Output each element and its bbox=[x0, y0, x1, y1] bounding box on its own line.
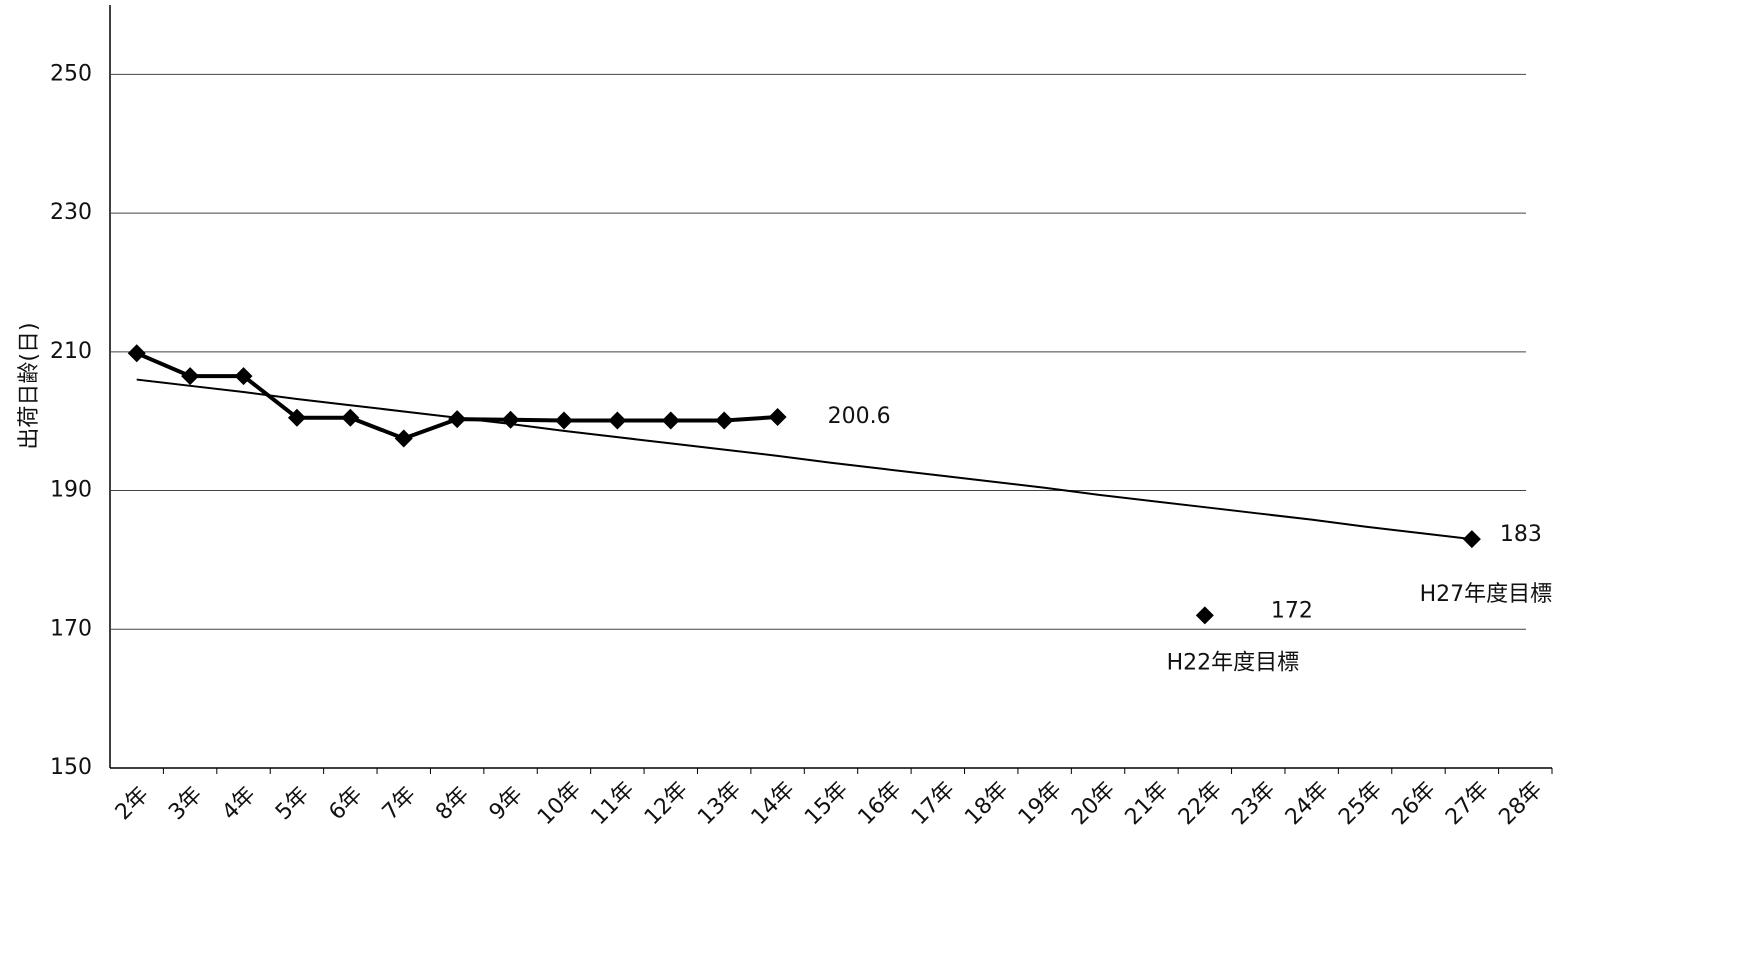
x-tick-label: 12年 bbox=[640, 777, 693, 830]
x-tick-label: 24年 bbox=[1281, 777, 1334, 830]
x-tick-label: 15年 bbox=[800, 777, 853, 830]
x-tick-label: 13年 bbox=[693, 777, 746, 830]
y-tick-label: 190 bbox=[50, 478, 92, 503]
marker bbox=[394, 429, 413, 448]
x-tick-label: 17年 bbox=[907, 777, 960, 830]
x-tick-label: 2年 bbox=[111, 782, 154, 825]
x-tick-label: 9年 bbox=[485, 782, 528, 825]
x-tick-label: 19年 bbox=[1014, 777, 1067, 830]
marker bbox=[1195, 606, 1214, 625]
data-label: 200.6 bbox=[828, 404, 891, 429]
y-tick-label: 210 bbox=[50, 339, 92, 364]
x-tick-label: 20年 bbox=[1067, 777, 1120, 830]
marker bbox=[287, 408, 306, 427]
x-tick-label: 22年 bbox=[1174, 777, 1227, 830]
x-tick-label: 25年 bbox=[1334, 777, 1387, 830]
x-tick-label: 8年 bbox=[431, 782, 474, 825]
marker bbox=[448, 410, 467, 429]
x-tick-label: 18年 bbox=[960, 777, 1013, 830]
marker bbox=[341, 408, 360, 427]
x-tick-label: 14年 bbox=[747, 777, 800, 830]
series-line bbox=[136, 378, 1473, 541]
annotation: H27年度目標 bbox=[1420, 582, 1553, 607]
x-tick-label: 28年 bbox=[1494, 777, 1547, 830]
x-tick-label: 5年 bbox=[271, 782, 314, 825]
x-tick-label: 3年 bbox=[164, 782, 207, 825]
marker bbox=[234, 367, 253, 386]
x-tick-label: 23年 bbox=[1227, 777, 1280, 830]
x-tick-label: 26年 bbox=[1388, 777, 1441, 830]
annotation: H22年度目標 bbox=[1167, 650, 1300, 675]
x-tick-label: 10年 bbox=[533, 777, 586, 830]
y-tick-label: 230 bbox=[50, 200, 92, 225]
marker bbox=[661, 411, 680, 430]
x-tick-label: 27年 bbox=[1441, 777, 1494, 830]
marker bbox=[554, 411, 573, 430]
marker bbox=[501, 410, 520, 429]
marker bbox=[715, 411, 734, 430]
x-tick-label: 7年 bbox=[378, 782, 421, 825]
data-label: 172 bbox=[1271, 598, 1313, 623]
y-axis-label: 出荷日齢(日) bbox=[17, 322, 42, 449]
y-tick-label: 250 bbox=[50, 61, 92, 86]
y-tick-label: 170 bbox=[50, 616, 92, 641]
marker bbox=[181, 367, 200, 386]
marker bbox=[768, 408, 787, 427]
x-tick-label: 11年 bbox=[587, 777, 640, 830]
marker bbox=[608, 411, 627, 430]
x-tick-label: 6年 bbox=[324, 782, 367, 825]
x-tick-label: 4年 bbox=[218, 782, 261, 825]
data-label: 183 bbox=[1500, 522, 1542, 547]
x-tick-label: 21年 bbox=[1121, 777, 1174, 830]
marker bbox=[127, 344, 146, 363]
y-tick-label: 150 bbox=[50, 755, 92, 780]
x-tick-label: 16年 bbox=[854, 777, 907, 830]
